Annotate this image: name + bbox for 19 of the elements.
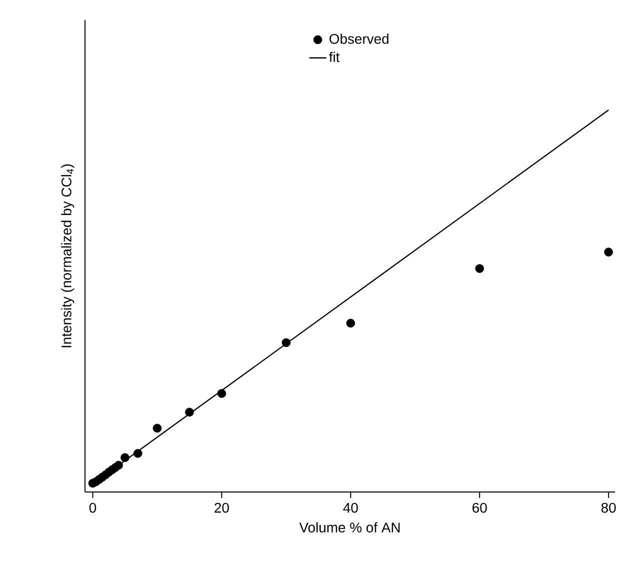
point [604,248,613,256]
x-tick-label: 60 [472,502,487,513]
y-axis-title: Intensity (normalized by CCl$_{4}$) [61,164,74,348]
x-tick-label: 0 [89,502,96,513]
point [120,453,130,462]
x-tick-label: 20 [214,502,229,513]
legend-label: fit [329,52,340,62]
legend-label: Observed [330,34,388,44]
point [346,318,356,328]
point [114,460,123,470]
x-axis-title: Volume % of AN [299,522,400,532]
point [185,408,194,417]
point [152,424,162,433]
x-tick-label: 80 [601,502,616,513]
point [133,449,142,458]
point [282,338,291,348]
point [217,389,226,398]
point [475,264,484,273]
x-tick-label: 40 [343,502,358,513]
